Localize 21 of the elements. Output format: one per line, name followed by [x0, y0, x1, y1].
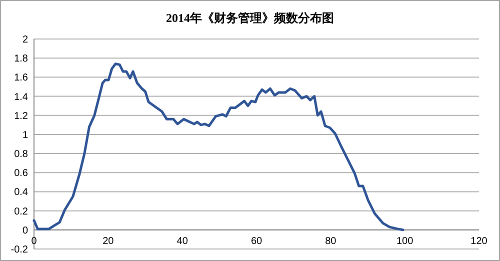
- y-tick-label: -0.2: [10, 244, 28, 256]
- y-tick-label: 1: [22, 130, 28, 141]
- line-series: [32, 62, 404, 232]
- x-tick-label: 20: [102, 236, 114, 247]
- y-tick-label: 1.6: [14, 72, 28, 84]
- y-tick-label: 0.8: [14, 149, 28, 160]
- x-tick-label: 100: [396, 236, 414, 247]
- y-tick-label: 0.4: [14, 187, 28, 198]
- y-tick-label: 0: [22, 225, 28, 236]
- y-tick-label: 1.4: [14, 92, 28, 103]
- y-tick-label: 1.8: [14, 54, 28, 65]
- y-tick-label: 2: [22, 34, 28, 46]
- x-tick-label: 80: [325, 236, 337, 247]
- y-tick-label: 0.6: [14, 168, 28, 180]
- x-tick-label: 60: [250, 236, 262, 247]
- x-tick-label: 0: [31, 236, 38, 247]
- y-tick-label: 0.2: [14, 206, 28, 218]
- x-tick-label: 40: [176, 236, 188, 247]
- chart-title: 2014年《财务管理》频数分布图: [166, 11, 334, 25]
- y-tick-label: 1.2: [14, 110, 28, 122]
- x-tick-label: 120: [470, 236, 488, 247]
